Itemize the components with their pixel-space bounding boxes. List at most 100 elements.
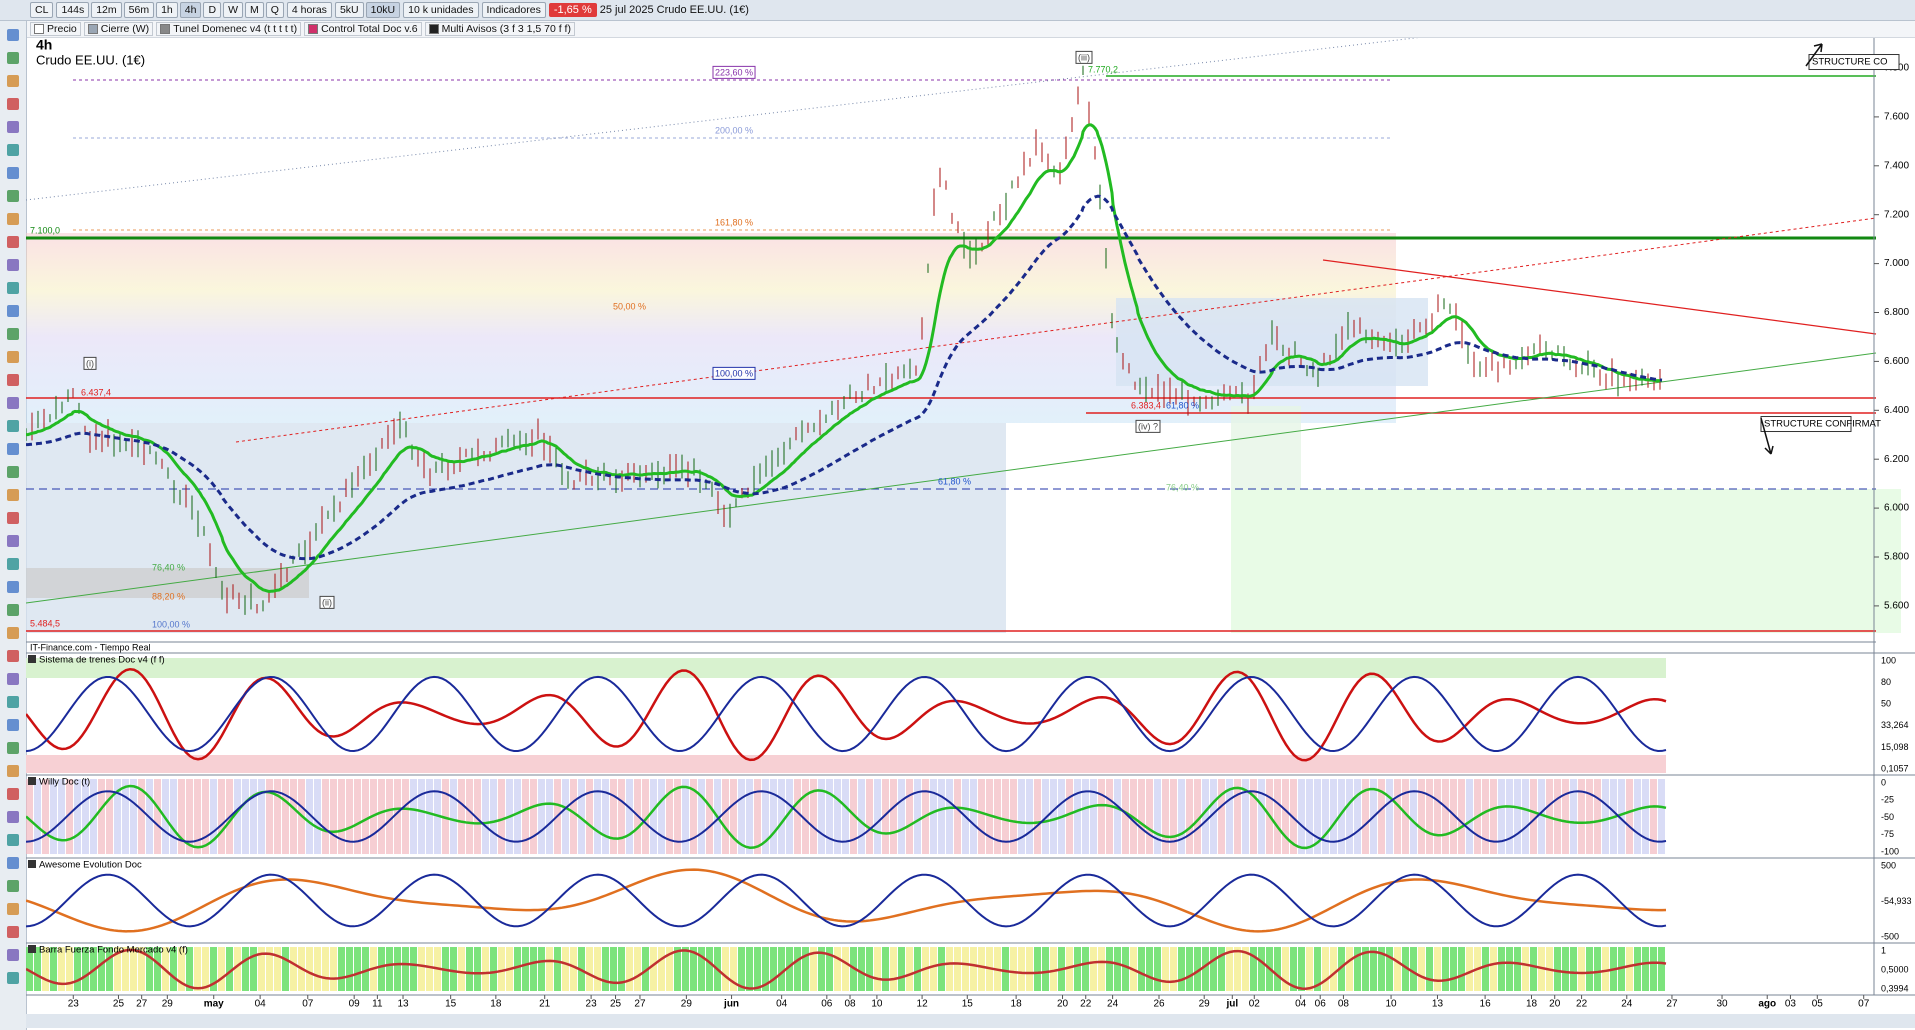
- timeframe-button[interactable]: 12m: [91, 2, 122, 18]
- tool-icon[interactable]: [7, 535, 19, 547]
- timeframe-button[interactable]: 1h: [156, 2, 178, 18]
- bar-zone: [418, 779, 425, 854]
- bar-zone: [130, 947, 137, 991]
- bar-zone: [202, 947, 209, 991]
- bar-zone: [1258, 779, 1265, 854]
- tool-icon[interactable]: [7, 903, 19, 915]
- tool-icon[interactable]: [7, 52, 19, 64]
- legend-item[interactable]: Control Total Doc v.6: [304, 22, 422, 36]
- bar-zone: [450, 779, 457, 854]
- tool-icon[interactable]: [7, 489, 19, 501]
- tool-icon[interactable]: [7, 926, 19, 938]
- price-axis-label: 6.800: [1884, 307, 1909, 318]
- indicators-button[interactable]: Indicadores: [481, 2, 546, 18]
- bar-zone: [114, 779, 121, 854]
- unit-menu[interactable]: 10 k unidades: [403, 2, 479, 18]
- date-axis-label: 27: [1666, 999, 1678, 1010]
- timeframe-button[interactable]: D: [203, 2, 222, 18]
- tool-icon[interactable]: [7, 328, 19, 340]
- tool-icon[interactable]: [7, 719, 19, 731]
- legend-text: Multi Avisos (3 f 3 1,5 70 f f): [441, 23, 571, 35]
- tool-icon[interactable]: [7, 29, 19, 41]
- date-axis-label: 29: [681, 999, 693, 1010]
- bar-zone: [378, 779, 385, 854]
- bar-zone: [906, 779, 913, 854]
- tool-icon[interactable]: [7, 742, 19, 754]
- unit-button[interactable]: 10kU: [365, 2, 401, 18]
- bar-zone: [530, 947, 537, 991]
- bar-zone: [1074, 779, 1081, 854]
- bar-zone: [1082, 947, 1089, 991]
- bar-zone: [842, 779, 849, 854]
- tool-icon[interactable]: [7, 397, 19, 409]
- bar-zone: [1418, 947, 1425, 991]
- tool-icon[interactable]: [7, 259, 19, 271]
- tool-icon[interactable]: [7, 420, 19, 432]
- tool-icon[interactable]: [7, 512, 19, 524]
- tool-icon[interactable]: [7, 351, 19, 363]
- tool-icon[interactable]: [7, 466, 19, 478]
- tool-icon[interactable]: [7, 190, 19, 202]
- tool-icon[interactable]: [7, 811, 19, 823]
- tool-icon[interactable]: [7, 834, 19, 846]
- tool-icon[interactable]: [7, 121, 19, 133]
- bar-zone: [442, 779, 449, 854]
- bar-zone: [1346, 779, 1353, 854]
- tool-icon[interactable]: [7, 558, 19, 570]
- timeframe-button[interactable]: 144s: [56, 2, 90, 18]
- tool-icon[interactable]: [7, 949, 19, 961]
- tool-icon[interactable]: [7, 282, 19, 294]
- tool-icon[interactable]: [7, 98, 19, 110]
- tool-icon[interactable]: [7, 144, 19, 156]
- bar-zone: [1402, 947, 1409, 991]
- tool-icon[interactable]: [7, 213, 19, 225]
- date-axis-label: 30: [1716, 999, 1728, 1010]
- legend-item[interactable]: Cierre (W): [83, 22, 154, 36]
- tool-icon[interactable]: [7, 443, 19, 455]
- tool-icon[interactable]: [7, 167, 19, 179]
- timeframe-button[interactable]: 56m: [123, 2, 155, 18]
- legend-item[interactable]: Multi Avisos (3 f 3 1,5 70 f f): [424, 22, 575, 36]
- timeframe-button[interactable]: Q: [265, 2, 284, 18]
- tool-icon[interactable]: [7, 765, 19, 777]
- bar-zone: [1354, 947, 1361, 991]
- tool-icon[interactable]: [7, 972, 19, 984]
- tool-icon[interactable]: [7, 627, 19, 639]
- legend-item[interactable]: Tunel Domenec v4 (t t t t t): [156, 22, 302, 36]
- date-axis-label: 10: [871, 999, 883, 1010]
- tool-icon[interactable]: [7, 604, 19, 616]
- panel-axis-label: -50: [1881, 812, 1894, 822]
- bar-zone: [250, 779, 257, 854]
- bar-zone: [210, 779, 217, 854]
- tool-icon[interactable]: [7, 236, 19, 248]
- bar-zone: [170, 947, 177, 991]
- unit-button[interactable]: 5kU: [334, 2, 364, 18]
- bar-zone: [1250, 779, 1257, 854]
- price-axis-label: 7.200: [1884, 209, 1909, 220]
- tool-icon[interactable]: [7, 75, 19, 87]
- bar-zone: [666, 947, 673, 991]
- timeframe-button[interactable]: 4h: [179, 2, 202, 18]
- tool-icon[interactable]: [7, 788, 19, 800]
- tool-icon[interactable]: [7, 673, 19, 685]
- tool-icon[interactable]: [7, 880, 19, 892]
- tool-icon[interactable]: [7, 305, 19, 317]
- panel-title: Willy Doc (t): [39, 777, 90, 788]
- bar-zone: [58, 779, 65, 854]
- bar-zone: [1002, 779, 1009, 854]
- tool-icon[interactable]: [7, 581, 19, 593]
- bar-zone: [514, 947, 521, 991]
- tool-icon[interactable]: [7, 374, 19, 386]
- tool-icon[interactable]: [7, 650, 19, 662]
- tool-icon[interactable]: [7, 857, 19, 869]
- tool-icon[interactable]: [7, 696, 19, 708]
- bar-zone: [290, 779, 297, 854]
- legend-item[interactable]: Precio: [30, 22, 81, 36]
- timeframe-button[interactable]: W: [223, 2, 243, 18]
- timeframe-button[interactable]: M: [244, 2, 264, 18]
- bar-zone: [346, 779, 353, 854]
- legend-bar: Precio Cierre (W) Tunel Domenec v4 (t t t …: [0, 21, 1915, 38]
- period-select[interactable]: 4 horas: [286, 2, 332, 18]
- symbol-select[interactable]: CL: [30, 2, 54, 18]
- legend-swatch: [428, 24, 439, 34]
